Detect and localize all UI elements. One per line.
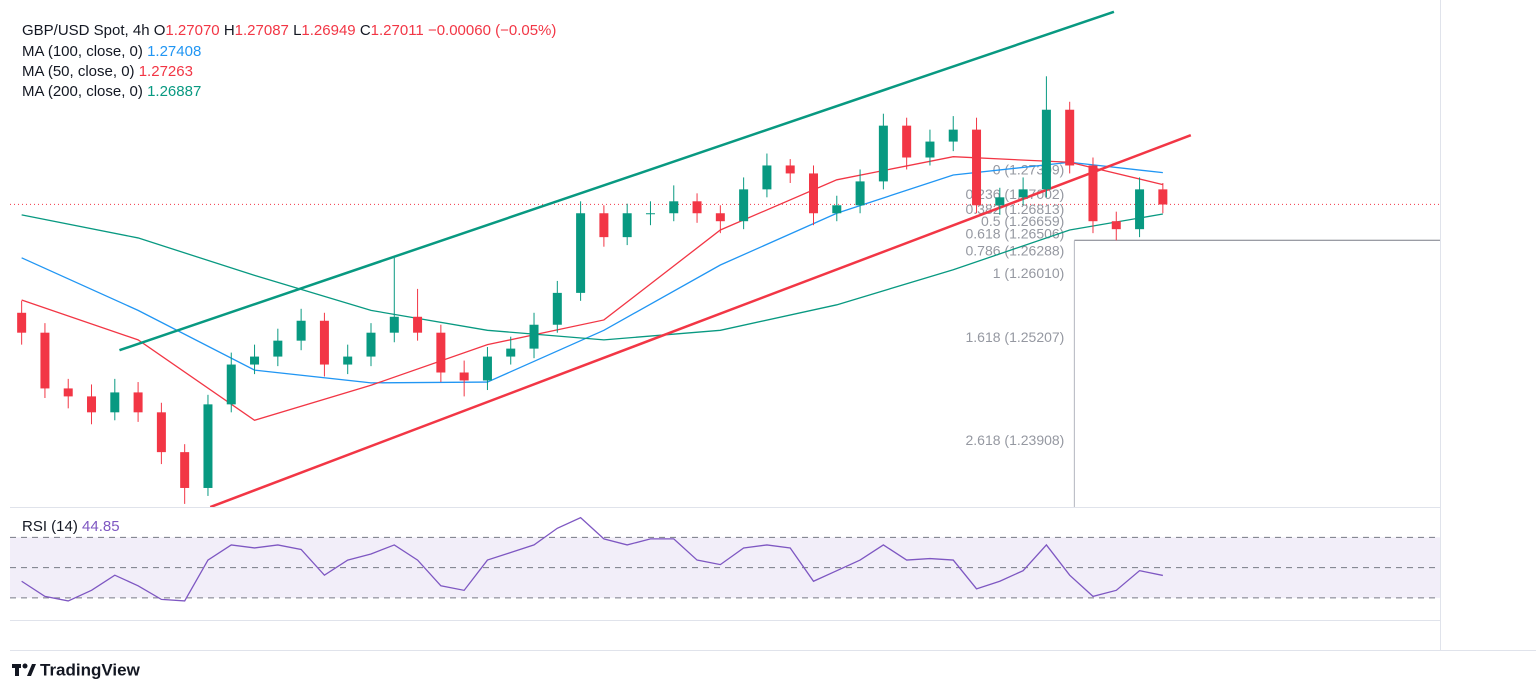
ma-value: 1.26887 [147,83,201,100]
fib-level-label: 0.5 (1.26659) [981,213,1064,229]
ohlc-value: 1.26949 [301,22,355,39]
ohlc-value: 1.27070 [165,22,219,39]
candle-body [273,340,283,357]
fib-level-label: 1.618 (1.25207) [965,329,1064,345]
ohlc-value: 1.27087 [235,22,289,39]
candle-body [133,392,143,413]
candle-body [1088,165,1098,222]
candle-body [599,213,609,238]
fib-level-label: 0.236 (1.27002) [965,186,1064,202]
candle-body [645,213,655,215]
moving-average-line [21,156,1164,421]
candle-body [87,396,97,413]
candle-body [1135,189,1145,230]
candle-body [319,320,329,365]
rsi-legend: RSI (14) 44.85 [22,518,120,535]
candle-body [436,332,446,373]
chart-header: GBP/USD Spot, 4h O1.27070 H1.27087 L1.26… [22,22,556,39]
ma-name: MA (50, close, 0) [22,63,135,80]
candle-body [296,320,306,341]
candle-body [1158,189,1168,205]
candle-body [1018,189,1028,198]
candle-body [343,356,353,365]
fib-level-label: 1 (1.26010) [993,265,1065,281]
candle-body [203,404,213,488]
candle-body [576,213,586,293]
fib-level-label: 0.618 (1.26506) [965,225,1064,241]
ma-legend-entry: MA (100, close, 0) 1.27408 [22,43,201,60]
legend: GBP/USD Spot, 4h O1.27070 H1.27087 L1.26… [22,22,556,535]
change-percent: (−0.05%) [495,22,556,39]
candle-body [762,165,772,190]
candle-body [459,372,469,381]
candle-body [1041,109,1051,190]
candle-body [506,348,516,357]
brand-logo: TradingView [12,660,141,679]
candle-body [180,452,190,488]
candle-body [832,205,842,214]
ma-name: MA (100, close, 0) [22,43,143,60]
candle-body [809,173,819,214]
ma-legend-entry: MA (50, close, 0) 1.27263 [22,63,193,80]
candle-body [552,292,562,325]
ohlc-name: O [154,22,166,39]
candle-body [1111,221,1121,230]
ma-value: 1.27408 [147,43,201,60]
candle-body [902,125,912,158]
ohlc-name: H [224,22,235,39]
candle-body [40,332,50,389]
candle-body [622,213,632,238]
candle-body [972,129,982,206]
trend-line [119,10,1115,352]
ma-name: MA (200, close, 0) [22,83,143,100]
rsi-line [21,516,1163,602]
candle-body [389,316,399,333]
candle-body [250,356,260,365]
rsi-title: RSI (14) [22,518,78,535]
candle-body [413,316,423,333]
candle-body [692,201,702,214]
candle-body [785,165,795,174]
ma-value: 1.27263 [139,63,193,80]
fib-level-label: 2.618 (1.23908) [965,432,1064,448]
candle-body [878,125,888,182]
candle-body [63,388,73,397]
candle-body [17,312,27,333]
candle-body [995,197,1005,206]
candle-body [110,392,120,413]
fib-level-label: 0.382 (1.26813) [965,201,1064,217]
moving-average-line [21,213,1163,341]
candle-body [226,364,236,405]
candle-body [156,412,166,453]
change-value: −0.00060 [428,22,491,39]
candle-body [739,189,749,222]
candle-body [948,129,958,142]
ohlc-name: L [293,22,301,39]
rsi-value: 44.85 [82,518,120,535]
candle-body [925,141,935,158]
moving-average-line [21,161,1163,384]
fib-level-label: 0.786 (1.26288) [965,243,1064,259]
candle-body [529,324,539,349]
candle-body [1065,109,1075,166]
candle-body [715,213,725,222]
brand-name: TradingView [40,660,141,679]
candle-body [482,356,492,381]
candle-body [855,181,865,206]
price-pane: 0 (1.27309)0.236 (1.27002)0.382 (1.26813… [10,10,1440,507]
rsi-pane [10,516,1440,602]
chart-title: GBP/USD Spot, 4h [22,22,150,39]
candle-body [366,332,376,357]
ma-legend-entry: MA (200, close, 0) 1.26887 [22,83,201,100]
ohlc-value: 1.27011 [371,22,424,39]
candle-body [669,201,679,214]
ohlc-name: C [360,22,371,39]
